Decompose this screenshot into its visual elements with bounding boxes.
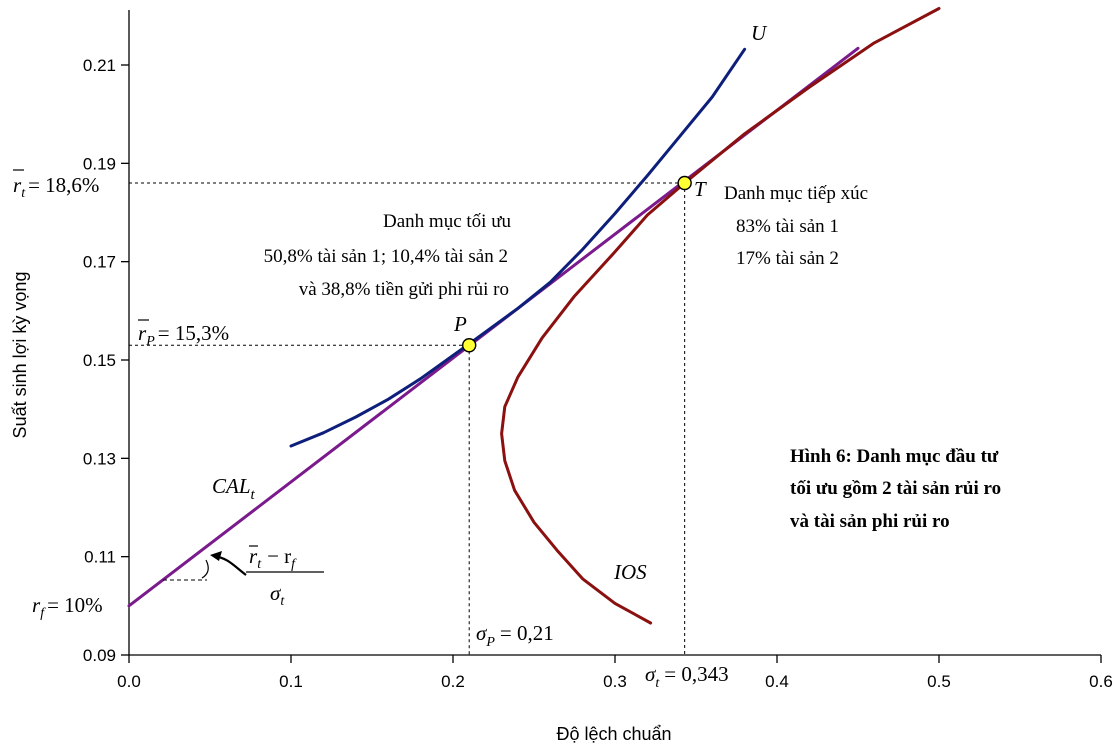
svg-text:tối ưu gồm 2 tài sản rủi ro: tối ưu gồm 2 tài sản rủi ro [790,478,1001,499]
axes: 0.0 0.1 0.2 0.3 0.4 0.5 0.6 0.09 0.11 0.13 0.15 0.1… [83,10,1113,691]
sigma-p-annotation: σP = 0,21 [476,621,554,650]
x-tick-label: 0.2 [441,672,465,691]
svg-text:83% tài sản 1: 83% tài sản 1 [736,216,839,237]
svg-text:σt: σt [270,581,285,609]
y-axis-title: Suất sinh lợi kỳ vọng [10,272,30,439]
label-p: P [453,312,467,336]
svg-text:và 38,8% tiền gửi phi rủi ro: và 38,8% tiền gửi phi rủi ro [299,279,509,300]
x-axis-title: Độ lệch chuẩn [556,724,671,744]
tangent-portfolio-note: Danh mục tiếp xúc 83% tài sản 1 17% tài … [724,183,868,269]
svg-text:Hình 6: Danh mục đầu tư: Hình 6: Danh mục đầu tư [790,446,999,467]
sigma-t-annotation: σt = 0,343 [645,662,729,691]
label-cal: CALt [212,474,256,503]
y-tick-label: 0.13 [83,449,116,468]
point-t-marker [677,175,692,191]
slope-formula: rt − rf σt [163,544,324,609]
svg-text:Danh mục tối ưu: Danh mục tối ưu [383,211,511,232]
rt-annotation: rt = 18,6% [13,169,99,201]
x-tick-label: 0.5 [927,672,951,691]
series-ios-line [500,7,941,625]
svg-text:17% tài sản 2: 17% tài sản 2 [736,248,839,269]
y-tick-label: 0.11 [84,548,116,567]
svg-text:σP= 0,21: σP = 0,21 [476,621,554,650]
point-p-marker [462,338,477,353]
x-tick-label: 0.0 [117,672,141,691]
point-markers [462,175,692,353]
y-tick-label: 0.21 [83,56,116,75]
y-tick-label: 0.19 [83,154,116,173]
svg-text:và tài sản phi rủi ro: và tài sản phi rủi ro [790,511,950,532]
series-u-line [289,47,747,448]
x-tick-label: 0.4 [765,672,789,691]
x-tick-label: 0.1 [279,672,303,691]
label-u: U [751,21,768,45]
svg-text:rf= 10%: rf = 10% [32,593,103,621]
optimal-portfolio-note: Danh mục tối ưu 50,8% tài sản 1; 10,4% t… [264,211,512,300]
y-tick-label: 0.09 [83,646,116,665]
rf-annotation: rf = 10% [32,593,103,621]
series-lines [127,7,941,625]
rp-annotation: rP = 15,3% [138,319,229,349]
svg-text:Danh mục tiếp xúc: Danh mục tiếp xúc [724,183,868,204]
svg-text:rt= 18,6%: rt = 18,6% [13,173,99,201]
y-tick-label: 0.17 [83,253,116,272]
svg-text:50,8% tài sản 1; 10,4% tài sản: 50,8% tài sản 1; 10,4% tài sản 2 [264,246,508,267]
figure-caption: Hình 6: Danh mục đầu tư tối ưu gồm 2 tài… [790,446,1001,532]
label-ios: IOS [613,560,647,584]
y-tick-label: 0.15 [83,351,116,370]
svg-text:rP= 15,3%: rP = 15,3% [138,321,229,349]
guide-lines [129,182,686,655]
svg-text:σt= 0,343: σt = 0,343 [645,662,729,691]
x-tick-label: 0.3 [603,672,627,691]
x-tick-label: 0.6 [1089,672,1113,691]
svg-text:rt− rf: rt − rf [249,544,297,572]
label-t: T [694,177,707,201]
